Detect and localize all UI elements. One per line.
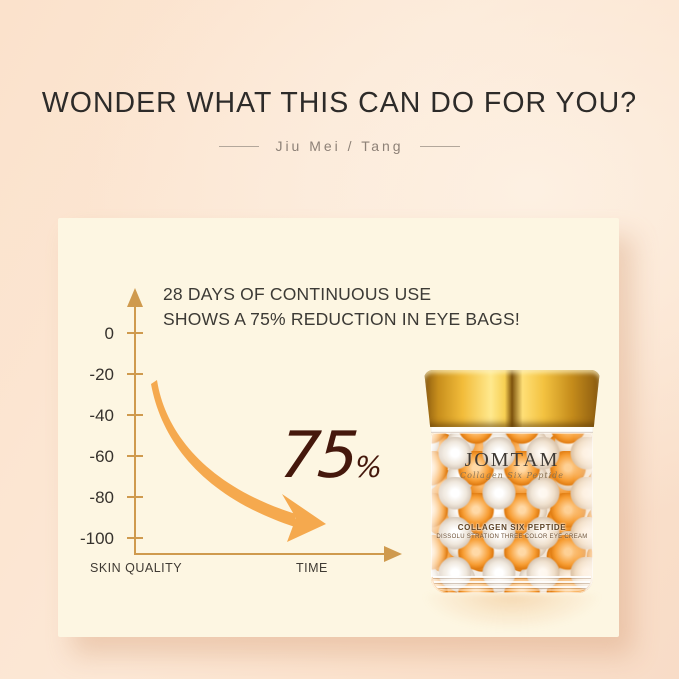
jar-gold-lid — [424, 370, 600, 427]
y-tick-label: -20 — [89, 365, 114, 384]
brand-subtitle: Collagen Six Peptide — [460, 471, 564, 480]
jar-glass-rim — [431, 427, 593, 433]
jar-glass-body: JOMTAM Collagen Six Peptide COLLAGEN SIX… — [431, 433, 593, 593]
declining-trend-swoosh — [151, 380, 296, 527]
subtitle-rule-right — [419, 145, 460, 147]
reduction-stat-unit: % — [353, 450, 384, 484]
reduction-stat-value: 75 — [277, 419, 359, 493]
jar-base-ridges — [433, 576, 591, 591]
y-tick-label: -80 — [89, 488, 114, 507]
subtitle-text: Jiu Mei / Tang — [275, 138, 404, 154]
result-headline-line1: 28 DAYS OF CONTINUOUS USE — [163, 284, 432, 304]
product-label-line2: DISSOLU STRATION THREE COLOR EYE CREAM — [436, 534, 588, 540]
result-headline-line2: SHOWS A 75% REDUCTION IN EYE BAGS! — [163, 309, 520, 329]
product-jar: JOMTAM Collagen Six Peptide COLLAGEN SIX… — [424, 370, 600, 660]
jar-reflection — [424, 594, 600, 630]
y-tick-label: -60 — [89, 447, 114, 466]
brand-name: JOMTAM — [464, 449, 560, 471]
subtitle-rule-left — [219, 145, 260, 147]
result-headline: 28 DAYS OF CONTINUOUS USE SHOWS A 75% RE… — [163, 282, 520, 332]
product-label-line1: COLLAGEN SIX PEPTIDE — [457, 523, 567, 532]
x-axis-origin-label: SKIN QUALITY — [90, 561, 183, 575]
subtitle: Jiu Mei / Tang — [0, 138, 679, 154]
y-axis-up-arrowhead-icon — [127, 288, 143, 307]
x-axis-end-label: TIME — [296, 561, 328, 575]
page-title: WONDER WHAT THIS CAN DO FOR YOU? — [41, 87, 638, 120]
y-tick-label: -100 — [79, 529, 114, 548]
y-tick-label: 0 — [104, 324, 114, 343]
trend-arrowhead-icon — [282, 494, 326, 542]
results-card: 28 DAYS OF CONTINUOUS USE SHOWS A 75% RE… — [58, 218, 619, 637]
y-tick-label: -40 — [89, 406, 114, 425]
chart-axes — [127, 288, 402, 562]
x-axis-right-arrowhead-icon — [384, 546, 402, 562]
reduction-stat: 75% — [277, 419, 385, 493]
